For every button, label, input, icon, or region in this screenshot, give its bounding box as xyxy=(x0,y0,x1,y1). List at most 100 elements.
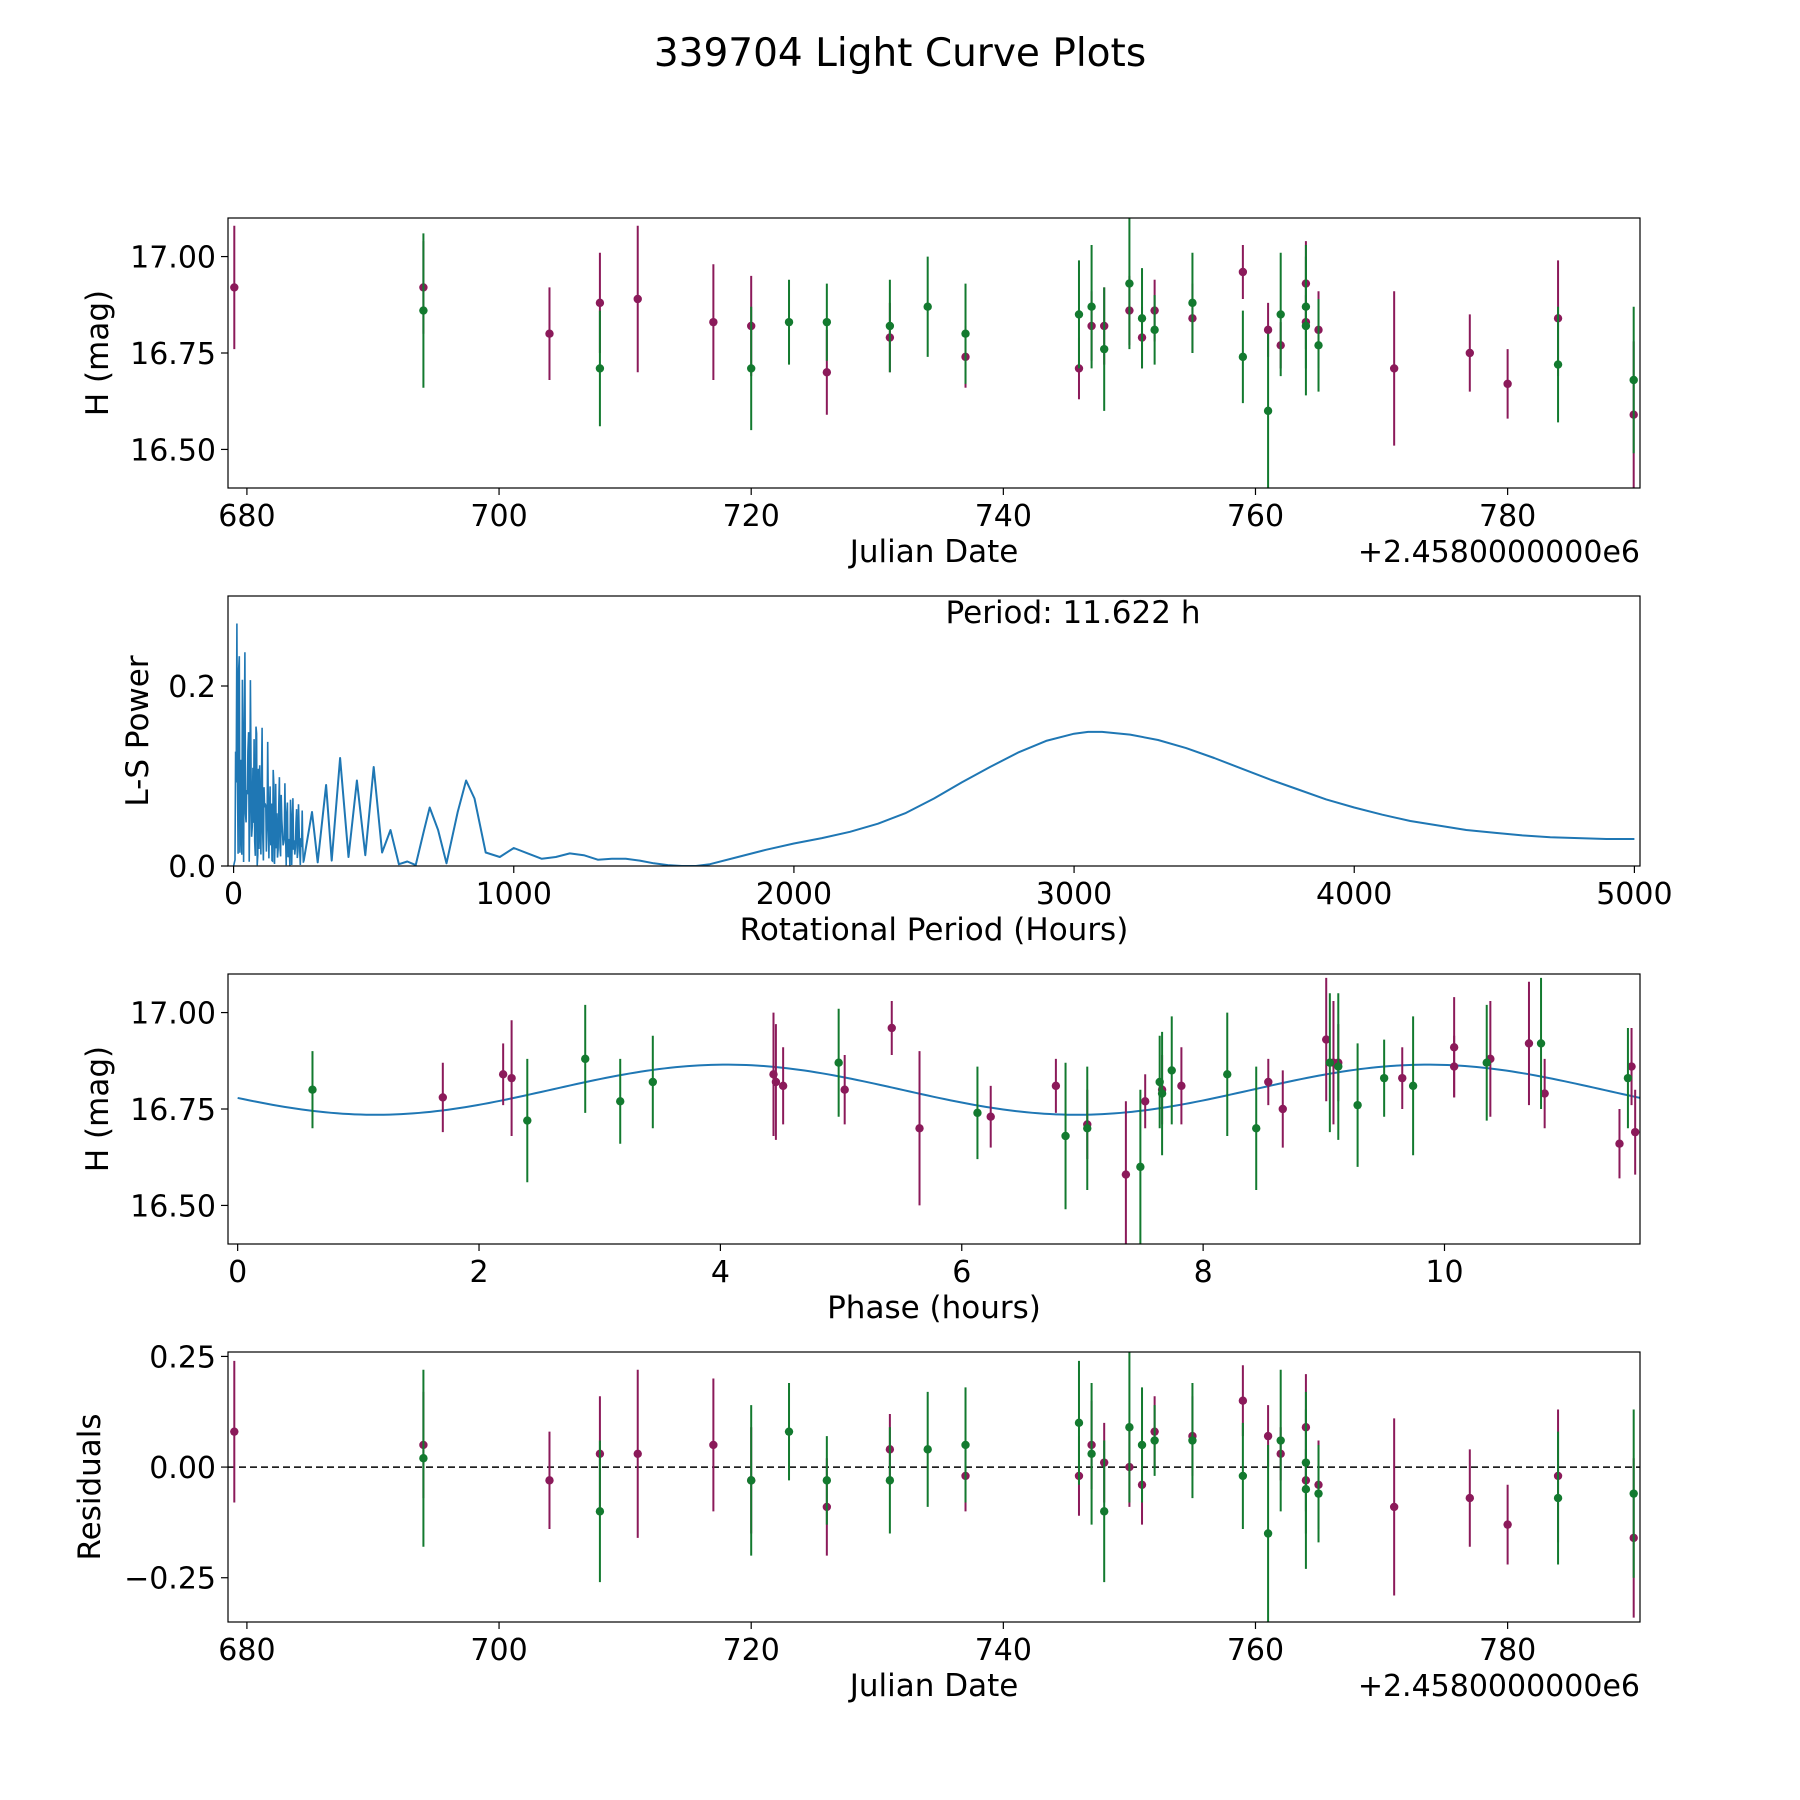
residuals-point-green xyxy=(1087,1449,1096,1459)
residuals-point-green xyxy=(1629,1489,1638,1498)
lightcurve-point-green xyxy=(1150,325,1159,335)
phased-point-green xyxy=(1083,1124,1092,1133)
residuals-ytick-label: −0.25 xyxy=(124,1562,216,1597)
phased-point-magenta xyxy=(1615,1139,1624,1148)
phased-ytick-label: 16.75 xyxy=(130,1093,216,1128)
lightcurve-point-magenta xyxy=(1389,364,1399,373)
phased-point-green xyxy=(616,1097,625,1106)
phased-point-magenta xyxy=(1322,1035,1331,1044)
residuals-point-magenta xyxy=(1263,1431,1273,1441)
residuals-xlabel: Julian Date xyxy=(848,1668,1019,1704)
periodogram-xtick-label: 4000 xyxy=(1316,877,1392,912)
residuals-point-green xyxy=(746,1476,756,1485)
phased-point-magenta xyxy=(1540,1089,1549,1098)
period-annotation: Period: 11.622 h xyxy=(946,595,1201,631)
lightcurve-point-green xyxy=(1188,298,1197,308)
phased-point-green xyxy=(1353,1100,1362,1110)
phased-point-magenta xyxy=(1264,1077,1273,1087)
lightcurve-point-green xyxy=(923,302,932,311)
lightcurve-xlabel: Julian Date xyxy=(848,534,1019,570)
lightcurve-ytick-label: 16.75 xyxy=(130,337,216,372)
periodogram-line xyxy=(302,730,1635,866)
phased-point-magenta xyxy=(887,1023,896,1033)
residuals-point-magenta xyxy=(709,1440,718,1450)
phased-xtick-label: 6 xyxy=(952,1255,971,1290)
phased-point-green xyxy=(1252,1124,1261,1133)
residuals-point-green xyxy=(1276,1436,1285,1445)
phased-xtick-label: 8 xyxy=(1194,1255,1213,1290)
periodogram-xlabel: Rotational Period (Hours) xyxy=(740,912,1129,948)
lightcurve-point-green xyxy=(822,317,832,327)
phased-point-magenta xyxy=(1449,1062,1459,1071)
residuals-ytick-label: 0.25 xyxy=(149,1340,216,1375)
phased-point-green xyxy=(1061,1131,1070,1141)
lightcurve-point-magenta xyxy=(1503,379,1512,389)
phased-axes-frame xyxy=(227,973,1641,1245)
lightcurve-point-green xyxy=(961,329,970,338)
lightcurve-point-green xyxy=(784,317,794,327)
residuals-point-magenta xyxy=(633,1449,642,1459)
lightcurve-point-green xyxy=(1314,341,1323,350)
periodogram-xtick-label: 0 xyxy=(224,877,243,912)
periodogram-dense-region xyxy=(232,623,305,866)
residuals-point-green xyxy=(1137,1440,1147,1450)
phased-ytick-label: 16.50 xyxy=(130,1189,216,1224)
phased-point-magenta xyxy=(438,1093,448,1102)
periodogram-panel: 0 1000 2000 3000 4000 5000 0.0 0.2 Period: 11.6… xyxy=(120,595,1673,948)
phased-point-green xyxy=(523,1116,532,1125)
lightcurve-xtick-label: 760 xyxy=(1227,499,1284,534)
lightcurve-axes-frame xyxy=(227,217,1641,489)
lightcurve-xtick-label: 780 xyxy=(1479,499,1536,534)
phased-point-magenta xyxy=(1051,1081,1061,1091)
phased-xtick-label: 2 xyxy=(469,1255,488,1290)
phased-point-magenta xyxy=(1524,1039,1534,1048)
periodogram-xtick-label: 1000 xyxy=(476,877,552,912)
periodogram-ylabel: L-S Power xyxy=(120,655,156,806)
phased-point-magenta xyxy=(771,1077,781,1087)
residuals-point-green xyxy=(1553,1493,1563,1503)
phased-point-magenta xyxy=(840,1085,849,1094)
lightcurve-point-green xyxy=(1263,406,1273,416)
phased-point-magenta xyxy=(1627,1062,1636,1071)
lightcurve-xtick-label: 700 xyxy=(470,499,527,534)
lightcurve-point-green xyxy=(1125,279,1134,288)
residuals-point-magenta xyxy=(1503,1520,1512,1529)
periodogram-xtick-label: 2000 xyxy=(756,877,832,912)
figure-title: 339704 Light Curve Plots xyxy=(654,31,1146,76)
phased-point-magenta xyxy=(778,1081,788,1091)
residuals-point-green xyxy=(784,1427,794,1436)
residuals-point-green xyxy=(1238,1471,1248,1481)
residuals-xtick-label: 740 xyxy=(975,1633,1032,1668)
phased-point-magenta xyxy=(1630,1127,1640,1137)
phased-ylabel: H (mag) xyxy=(80,1046,116,1172)
lightcurve-point-magenta xyxy=(1238,267,1248,277)
residuals-point-green xyxy=(961,1440,970,1450)
residuals-xtick-label: 680 xyxy=(218,1633,275,1668)
phased-xlabel: Phase (hours) xyxy=(827,1290,1041,1326)
residuals-xtick-label: 780 xyxy=(1479,1633,1536,1668)
phased-point-green xyxy=(648,1077,658,1087)
phased-point-green xyxy=(581,1054,590,1064)
phased-point-magenta xyxy=(1121,1170,1131,1179)
phased-point-green xyxy=(1408,1081,1418,1091)
residuals-point-green xyxy=(1074,1418,1084,1428)
residuals-point-magenta xyxy=(1238,1396,1248,1405)
periodogram-ytick-label: 0.0 xyxy=(168,850,216,885)
residuals-point-green xyxy=(885,1476,895,1485)
phased-xtick-label: 10 xyxy=(1425,1255,1463,1290)
residuals-point-green xyxy=(1188,1436,1197,1445)
residuals-ytick-label: 0.00 xyxy=(149,1451,216,1486)
periodogram-axes-frame xyxy=(227,595,1641,867)
phased-point-green xyxy=(1167,1066,1176,1075)
residuals-panel: 680 700 720 740 760 780 −0.25 0.00 0.25 Julian D… xyxy=(72,1340,1641,1704)
phased-panel: 0 2 4 6 8 10 16.50 16.75 17.00 Phase (hours) H (… xyxy=(80,973,1641,1326)
phased-point-green xyxy=(1379,1073,1389,1083)
phased-point-green xyxy=(1223,1070,1232,1079)
lightcurve-point-green xyxy=(1553,360,1563,369)
lightcurve-point-green xyxy=(885,321,895,331)
lightcurve-point-green xyxy=(595,364,605,373)
sinusoid-fit-line xyxy=(237,1063,1640,1116)
phased-point-green xyxy=(1334,1062,1343,1071)
residuals-point-green xyxy=(1150,1436,1159,1445)
lightcurve-point-magenta xyxy=(709,317,718,327)
